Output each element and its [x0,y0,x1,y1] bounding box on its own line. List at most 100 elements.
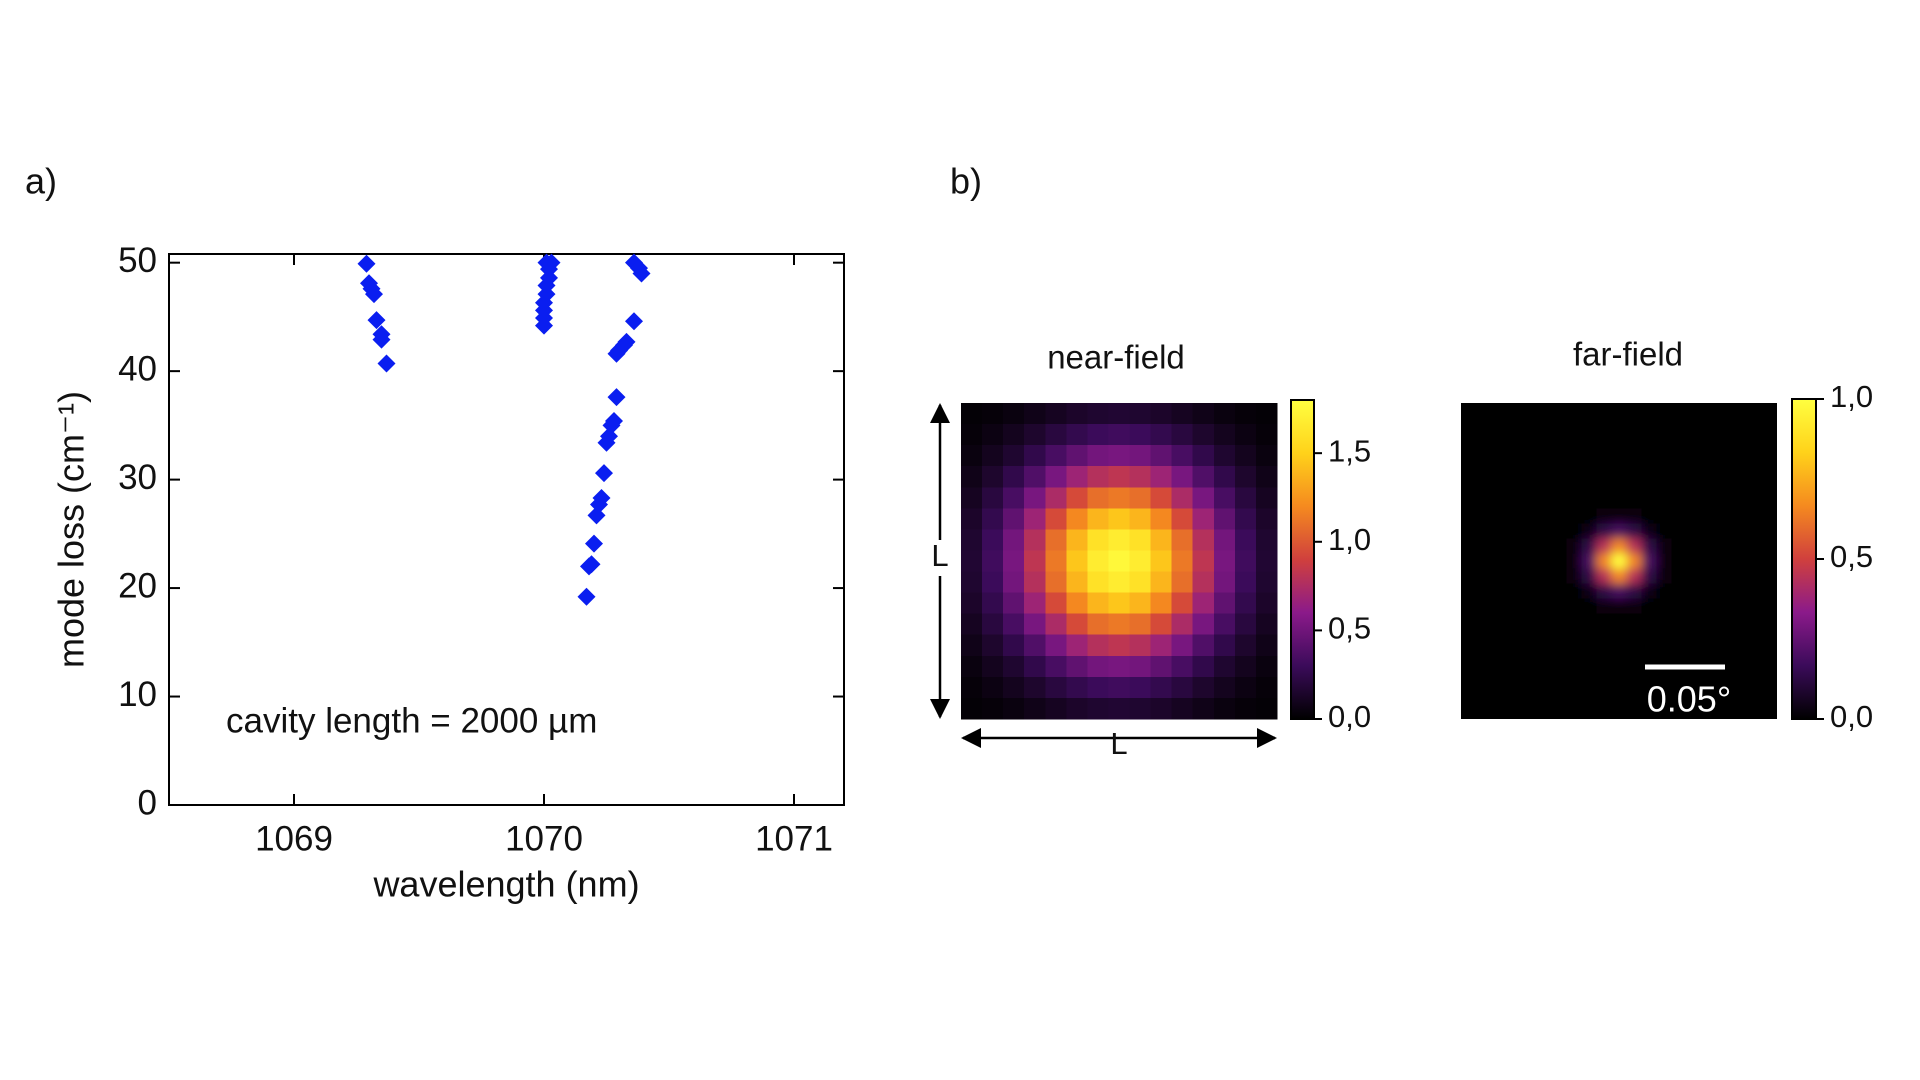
heatmap-cell [1087,655,1110,678]
heatmap-cell [1066,445,1088,467]
heatmap-cell [1536,628,1552,645]
heatmap-cell [1761,658,1777,675]
heatmap-cell [1716,703,1733,719]
heatmap-cell [1731,493,1748,509]
heatmap-cell [1491,613,1507,630]
heatmap-title: near-field [1047,339,1185,376]
heatmap-cell [1611,523,1628,540]
data-point [365,285,383,304]
heatmap-cell [1234,592,1257,615]
heatmap-cell [1087,508,1110,530]
heatmap-cell [1521,583,1537,600]
heatmap-cell [1192,613,1215,636]
heatmap-cell [1192,571,1215,594]
heatmap-cell [1066,550,1088,573]
heatmap-cell [1596,598,1613,615]
heatmap-cell [1611,418,1628,434]
heatmap-cell [961,634,983,657]
heatmap-cell [1731,703,1748,719]
arrow-label: L [931,538,948,573]
heatmap-cell [1129,403,1152,425]
heatmap-cell [961,550,983,573]
heatmap-cell [1746,538,1763,555]
heatmap-cell [1686,613,1703,630]
heatmap-cell [1171,592,1194,615]
heatmap-cell [1150,655,1173,678]
heatmap-cell [1024,697,1046,720]
heatmap-cell [1521,643,1537,660]
heatmap-cell [1461,658,1477,675]
data-point [625,312,643,331]
heatmap-cell [1506,553,1522,570]
y-tick-label: 40 [118,349,157,388]
heatmap-cell [1491,583,1507,600]
heatmap-cell [1656,598,1673,615]
heatmap-cell [1129,613,1152,636]
heatmap-cell [961,613,983,636]
heatmap-cell [1150,445,1173,467]
heatmap-cell [1045,529,1067,552]
heatmap-cell [1626,433,1643,449]
heatmap-cell [1731,448,1748,464]
heatmap-cell [1671,643,1688,660]
heatmap-cell [1171,655,1194,678]
heatmap-cell [1461,508,1477,524]
heatmap-cell [982,613,1004,636]
heatmap-cell [1566,613,1582,630]
heatmap-cell [1045,445,1067,467]
heatmap-cells [961,403,1278,720]
heatmap-cell [1003,613,1025,636]
heatmap-cell [1255,466,1278,488]
heatmap-cell [1024,529,1046,552]
heatmap-cell [1491,523,1507,540]
heatmap-cell [1551,508,1567,524]
heatmap-cell [1611,673,1628,690]
heatmap-cell [1731,628,1748,645]
heatmap-cell [1255,508,1278,530]
heatmap-cell [1731,598,1748,615]
heatmap-cell [1521,478,1537,494]
heatmap-cell [1761,613,1777,630]
heatmap-cell [1066,487,1088,509]
heatmap-cell [1066,529,1088,552]
heatmap-cell [1066,403,1088,425]
heatmap-cell [1551,688,1567,705]
heatmap-cell [1491,433,1507,449]
heatmap-cell [1129,466,1152,488]
heatmap-cell [1701,448,1718,464]
heatmap-cell [1566,568,1582,585]
heatmap-cell [1566,598,1582,615]
heatmap-cell [1746,688,1763,705]
heatmap-cell [1536,583,1552,600]
heatmap-cell [1461,643,1477,660]
heatmap-cell [1731,658,1748,675]
heatmap-cell [1596,703,1613,719]
heatmap-cell [1656,583,1673,600]
heatmap-cell [1461,538,1477,555]
heatmap-cell [1581,448,1598,464]
heatmap-cell [1150,403,1173,425]
heatmap-cell [1024,487,1046,509]
heatmap-cell [1581,673,1598,690]
heatmap-cell [1521,613,1537,630]
heatmap-cell [1656,403,1673,419]
heatmap-cell [1192,655,1215,678]
heatmap-cell [1003,508,1025,530]
heatmap-cell [1536,703,1552,719]
heatmap-cell [1641,433,1658,449]
heatmap-cell [1626,418,1643,434]
heatmap-cell [1626,523,1643,540]
heatmap-cell [1611,688,1628,705]
heatmap-cell [1536,613,1552,630]
heatmap-cell [961,655,983,678]
heatmap-cell [1192,466,1215,488]
heatmap-cell [1491,493,1507,509]
heatmap-cell [1761,583,1777,600]
heatmap-cell [1716,598,1733,615]
heatmap-cell [1171,634,1194,657]
heatmap-cell [1234,655,1257,678]
heatmap-cell [1129,550,1152,573]
heatmap-cell [1641,553,1658,570]
heatmap-cell [1045,592,1067,615]
heatmap-cell [1234,508,1257,530]
